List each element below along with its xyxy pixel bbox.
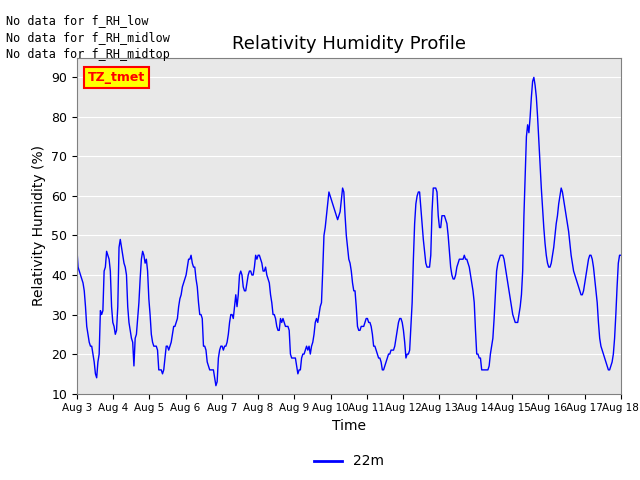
Legend: 22m: 22m — [308, 449, 389, 474]
Text: TZ_tmet: TZ_tmet — [88, 71, 145, 84]
X-axis label: Time: Time — [332, 419, 366, 433]
Y-axis label: Relativity Humidity (%): Relativity Humidity (%) — [31, 145, 45, 306]
Text: No data for f_RH_midlow: No data for f_RH_midlow — [6, 31, 170, 44]
Text: No data for f_RH_low: No data for f_RH_low — [6, 14, 149, 27]
Title: Relativity Humidity Profile: Relativity Humidity Profile — [232, 35, 466, 53]
Text: No data for f_RH_midtop: No data for f_RH_midtop — [6, 48, 170, 61]
